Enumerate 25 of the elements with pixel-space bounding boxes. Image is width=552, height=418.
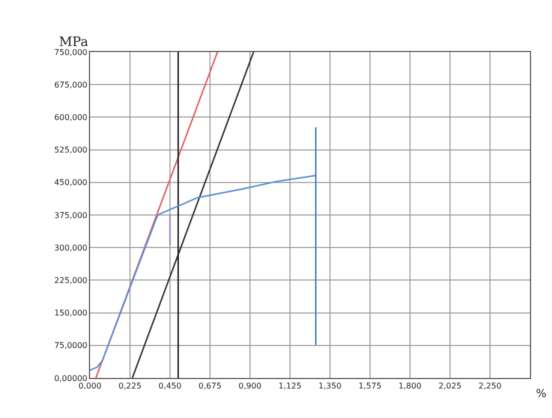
x-tick-label: 2,025: [438, 382, 462, 391]
y-tick-label: 225,000: [54, 276, 88, 285]
x-tick-label: 0,675: [198, 382, 222, 391]
y-axis-title: MPa: [59, 35, 88, 50]
x-tick-label: 0,225: [118, 382, 142, 391]
x-tick-label: 0,900: [238, 382, 262, 391]
x-tick-label: 1,575: [358, 382, 382, 391]
y-tick-label: 0,00000: [54, 374, 88, 383]
x-tick-label: 1,800: [398, 382, 422, 391]
x-tick-label: 0,450: [158, 382, 182, 391]
y-tick-label: 600,000: [54, 113, 88, 122]
x-tick-label: 1,125: [278, 382, 302, 391]
y-tick-label: 675,000: [54, 80, 88, 90]
x-tick-label: 1,350: [318, 382, 342, 391]
x-axis-title: %: [536, 387, 546, 400]
y-tick-label: 150,000: [54, 308, 88, 318]
y-tick-label: 750,000: [54, 48, 88, 57]
y-tick-label: 300,000: [54, 243, 88, 252]
y-tick-label: 450,000: [54, 178, 88, 188]
y-tick-label: 75,0000: [54, 341, 88, 350]
x-tick-label: 2,250: [478, 382, 502, 391]
y-tick-label: 525,000: [54, 146, 88, 155]
y-tick-label: 375,000: [54, 210, 88, 220]
line-series: [90, 174, 317, 371]
x-tick-label: 0,000: [78, 382, 102, 391]
